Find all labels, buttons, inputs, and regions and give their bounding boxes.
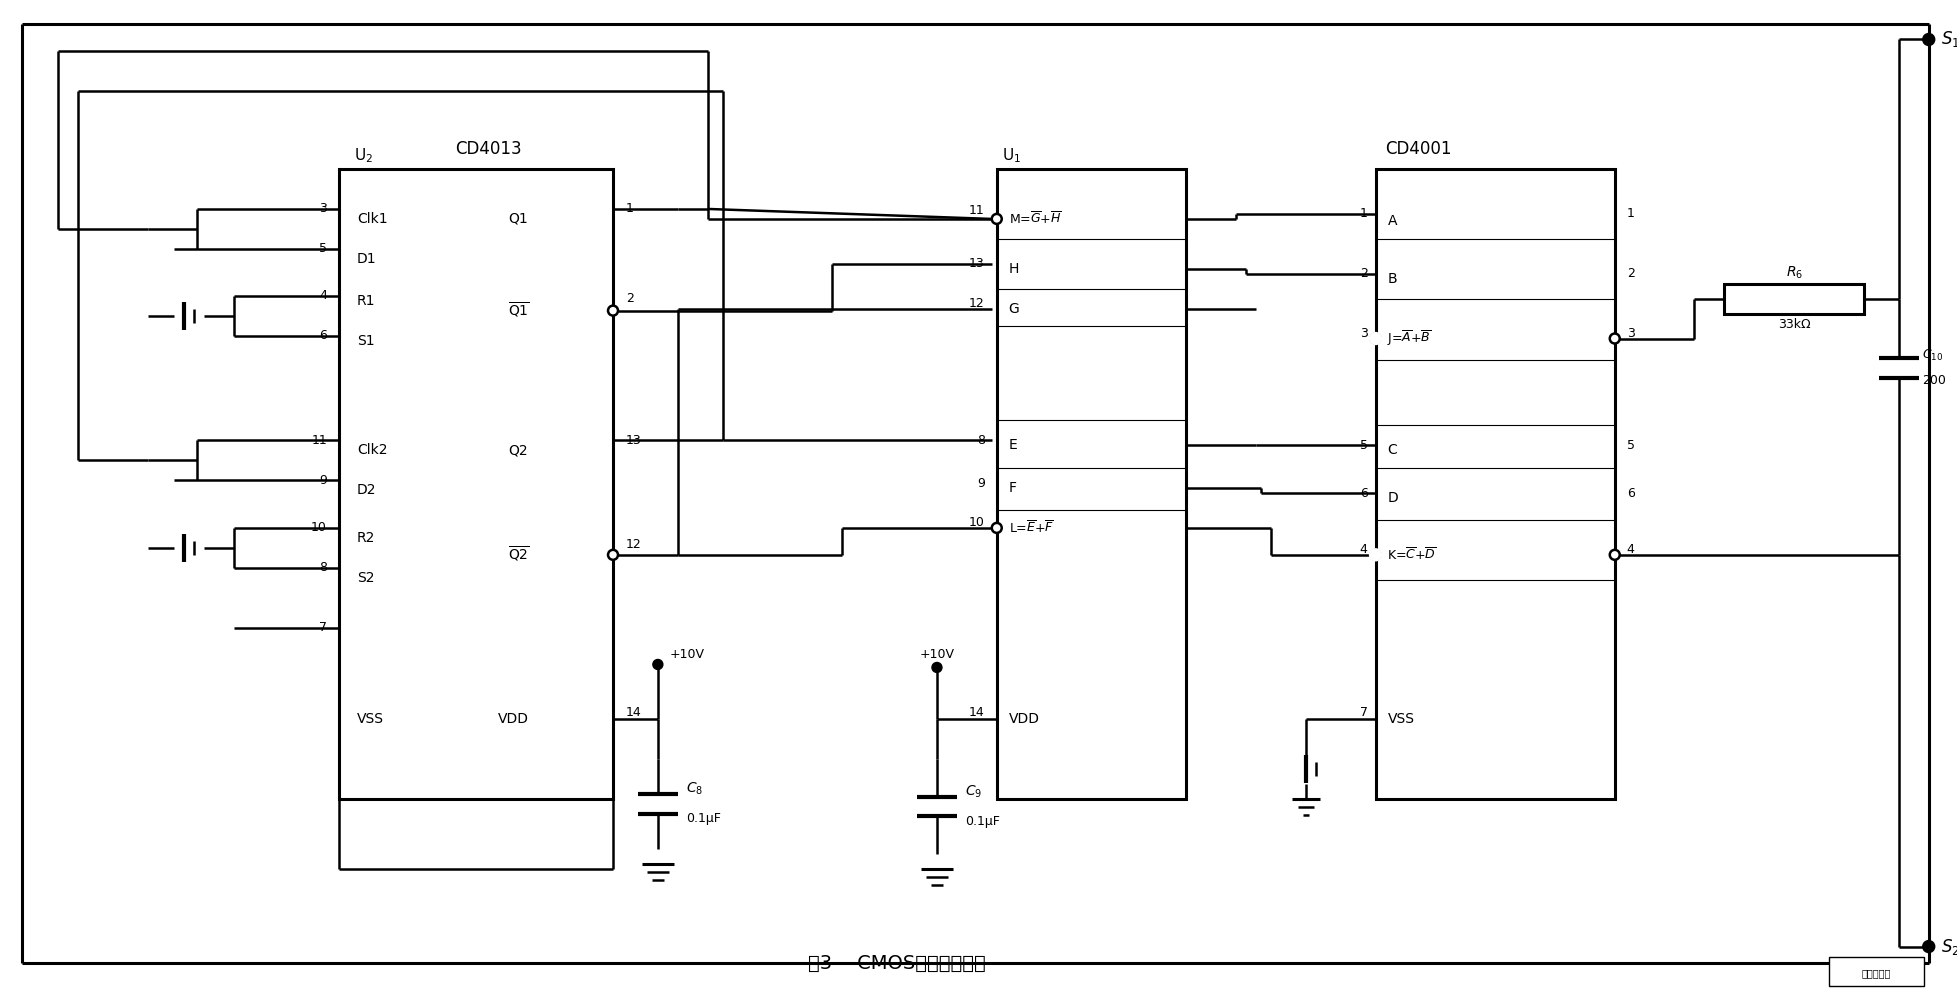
Text: U$_1$: U$_1$	[1002, 147, 1022, 166]
Text: 14: 14	[626, 706, 642, 719]
Text: 7: 7	[1360, 706, 1368, 719]
Text: 4: 4	[1360, 543, 1368, 556]
Text: 电工程世界: 电工程世界	[1861, 968, 1890, 978]
Text: 3: 3	[1360, 327, 1368, 340]
Text: 5: 5	[319, 243, 327, 256]
Bar	[339, 169, 613, 799]
Text: $S_2$: $S_2$	[1941, 936, 1957, 957]
Text: VSS: VSS	[356, 712, 384, 726]
Circle shape	[1370, 334, 1380, 344]
Circle shape	[1924, 941, 1935, 952]
Text: VDD: VDD	[1008, 712, 1039, 726]
Text: $C_{10}$: $C_{10}$	[1922, 348, 1943, 363]
Text: 14: 14	[969, 706, 984, 719]
Text: Q2: Q2	[509, 444, 528, 458]
Text: 4: 4	[319, 289, 327, 302]
Circle shape	[609, 549, 618, 559]
Text: 9: 9	[977, 477, 984, 490]
Text: 11: 11	[969, 205, 984, 218]
Text: 200: 200	[1922, 374, 1945, 387]
Circle shape	[1370, 548, 1382, 560]
Text: 6: 6	[1626, 487, 1634, 500]
Text: R1: R1	[356, 294, 376, 308]
Text: 2: 2	[1626, 268, 1634, 281]
Bar	[996, 169, 1186, 799]
Text: 1: 1	[1626, 208, 1634, 221]
Text: E: E	[1008, 439, 1018, 453]
Circle shape	[1611, 549, 1620, 559]
Circle shape	[1370, 549, 1380, 559]
Text: VDD: VDD	[499, 712, 530, 726]
Text: 0.1μF: 0.1μF	[965, 815, 1000, 828]
Text: U$_2$: U$_2$	[354, 147, 374, 166]
Text: 0.1μF: 0.1μF	[685, 812, 720, 825]
Circle shape	[654, 659, 663, 669]
Text: 图3    CMOS控制信号电路: 图3 CMOS控制信号电路	[808, 954, 986, 973]
Text: 13: 13	[969, 258, 984, 271]
Text: $C_8$: $C_8$	[685, 781, 703, 797]
Bar	[1830, 956, 1924, 986]
Text: 3: 3	[319, 203, 327, 216]
Text: Clk1: Clk1	[356, 212, 387, 226]
Text: 12: 12	[626, 538, 642, 551]
Text: 10: 10	[311, 521, 327, 534]
Circle shape	[992, 522, 1002, 532]
Text: $S_1$: $S_1$	[1941, 30, 1957, 50]
Text: $R_6$: $R_6$	[1785, 265, 1802, 281]
Text: CD4001: CD4001	[1386, 140, 1452, 158]
Text: 33kΩ: 33kΩ	[1777, 318, 1810, 331]
Text: 12: 12	[969, 297, 984, 310]
Text: 10: 10	[969, 516, 984, 529]
Text: 9: 9	[319, 474, 327, 487]
Circle shape	[609, 306, 618, 316]
Text: +10V: +10V	[920, 648, 955, 661]
Text: L=$\overline{E}$+$\overline{F}$: L=$\overline{E}$+$\overline{F}$	[1008, 519, 1055, 535]
Text: VSS: VSS	[1388, 712, 1415, 726]
Text: CD4013: CD4013	[456, 140, 523, 158]
Text: F: F	[1008, 482, 1018, 496]
Text: M=$\overline{G}$+$\overline{H}$: M=$\overline{G}$+$\overline{H}$	[1008, 211, 1061, 227]
Text: S2: S2	[356, 570, 374, 584]
Text: D: D	[1388, 491, 1397, 505]
Text: Q1: Q1	[509, 212, 528, 226]
Bar	[1376, 169, 1615, 799]
Text: 8: 8	[319, 561, 327, 574]
Text: A: A	[1388, 214, 1397, 228]
Text: 2: 2	[626, 292, 634, 305]
Text: $\overline{\rm Q2}$: $\overline{\rm Q2}$	[509, 545, 530, 564]
Text: D2: D2	[356, 484, 376, 498]
Text: J=$\overline{A}$+$\overline{B}$: J=$\overline{A}$+$\overline{B}$	[1388, 329, 1433, 348]
Text: G: G	[1008, 302, 1020, 316]
Text: $\overline{\rm Q1}$: $\overline{\rm Q1}$	[509, 301, 530, 321]
Text: 4: 4	[1626, 543, 1634, 556]
Bar	[1724, 284, 1863, 314]
Text: 6: 6	[319, 329, 327, 342]
Text: 3: 3	[1626, 327, 1634, 340]
Circle shape	[932, 662, 941, 672]
Text: B: B	[1388, 272, 1397, 286]
Text: 1: 1	[1360, 208, 1368, 221]
Text: 2: 2	[1360, 268, 1368, 281]
Text: C: C	[1388, 444, 1397, 458]
Circle shape	[1370, 333, 1382, 345]
Text: 1: 1	[626, 203, 634, 216]
Text: K=$\overline{C}$+$\overline{D}$: K=$\overline{C}$+$\overline{D}$	[1388, 546, 1436, 562]
Text: 7: 7	[319, 621, 327, 634]
Text: 11: 11	[311, 434, 327, 447]
Text: S1: S1	[356, 334, 374, 348]
Text: D1: D1	[356, 252, 376, 266]
Text: R2: R2	[356, 530, 376, 544]
Text: Clk2: Clk2	[356, 444, 387, 458]
Circle shape	[992, 214, 1002, 224]
Text: $C_9$: $C_9$	[965, 783, 982, 800]
Text: 6: 6	[1360, 487, 1368, 500]
Text: 5: 5	[1360, 439, 1368, 452]
Circle shape	[1924, 34, 1935, 46]
Text: 8: 8	[977, 434, 984, 447]
Circle shape	[1611, 334, 1620, 344]
Text: 13: 13	[626, 434, 642, 447]
Text: +10V: +10V	[669, 648, 705, 661]
Text: H: H	[1008, 262, 1020, 276]
Text: 5: 5	[1626, 439, 1634, 452]
